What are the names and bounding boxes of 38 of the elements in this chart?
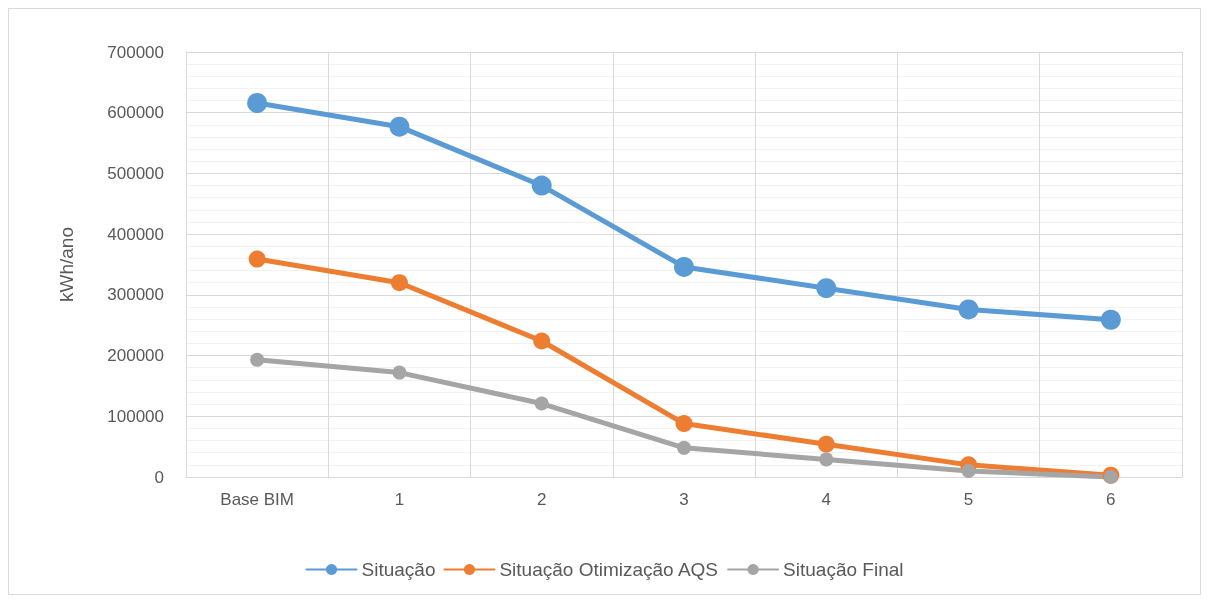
x-tick-label: 6: [1106, 490, 1116, 509]
point: [534, 396, 549, 411]
x-tick-label: 4: [821, 490, 832, 509]
legend-label: Situação: [361, 559, 436, 580]
point: [533, 332, 551, 350]
point: [819, 452, 834, 467]
point: [675, 415, 693, 433]
point: [390, 274, 408, 292]
y-tick-label: 300000: [107, 285, 164, 305]
x-tick-label: 1: [394, 490, 405, 509]
point: [677, 440, 691, 455]
point: [817, 435, 835, 453]
point: [1100, 309, 1121, 330]
y-tick-label: 400000: [107, 224, 164, 244]
y-tick-label: 200000: [107, 346, 164, 366]
legend-label: Situação Final: [783, 559, 904, 580]
point: [674, 256, 694, 277]
point: [958, 299, 979, 320]
legend-label: Situação Otimização AQS: [499, 559, 719, 580]
point: [247, 93, 268, 113]
x-tick-label: 2: [536, 490, 547, 509]
y-tick-label: 100000: [107, 406, 164, 426]
y-axis-title: kWh/ano: [56, 227, 77, 302]
point: [248, 250, 266, 268]
x-tick-label: 3: [679, 490, 689, 509]
y-tick-label: 700000: [107, 42, 164, 62]
point: [816, 278, 837, 299]
point: [389, 116, 410, 137]
point: [531, 175, 552, 196]
point: [1103, 470, 1118, 484]
point: [250, 352, 265, 367]
x-tick-label: 5: [963, 490, 974, 509]
point: [392, 365, 407, 380]
x-tick-label: Base BIM: [220, 490, 294, 509]
y-tick-label: 0: [154, 467, 164, 487]
point: [961, 463, 976, 478]
y-tick-label: 600000: [107, 103, 164, 123]
y-tick-label: 500000: [107, 163, 164, 183]
